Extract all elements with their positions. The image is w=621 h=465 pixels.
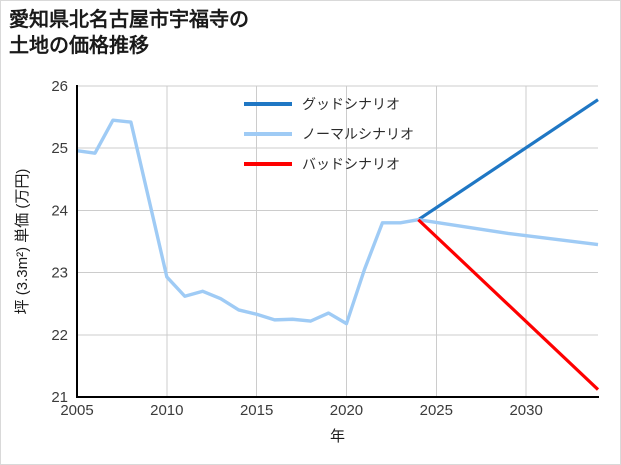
x-axis-tick-labels: 2005 2010 2015 2020 2025 2030 — [60, 402, 543, 419]
y-tick-label: 24 — [51, 202, 68, 219]
x-tick-label: 2015 — [240, 402, 273, 419]
y-axis-tick-labels: 21 22 23 24 25 26 — [51, 78, 68, 406]
x-tick-label: 2025 — [420, 402, 453, 419]
legend-label-2: バッドシナリオ — [302, 156, 400, 172]
x-tick-label: 2020 — [330, 402, 363, 419]
y-tick-label: 23 — [51, 265, 68, 282]
x-tick-label: 2010 — [150, 402, 183, 419]
series-line-bad — [417, 218, 600, 391]
y-tick-label: 21 — [51, 389, 68, 406]
axis-spines — [75, 85, 599, 399]
y-tick-label: 25 — [51, 140, 68, 157]
legend-label-1: ノーマルシナリオ — [302, 126, 414, 142]
series-line-normal — [76, 118, 599, 326]
y-tick-label: 26 — [51, 78, 68, 95]
legend-label-0: グッドシナリオ — [302, 96, 400, 112]
x-axis-title: 年 — [330, 428, 345, 445]
series-line-good — [417, 98, 599, 222]
series-lines — [76, 98, 600, 391]
x-tick-label: 2005 — [60, 402, 93, 419]
x-tick-label: 2030 — [509, 402, 542, 419]
y-tick-label: 22 — [51, 327, 68, 344]
y-axis-title: 坪 (3.3m²) 単価 (万円) — [14, 169, 31, 315]
page-title: 愛知県北名古屋市宇福寺の 土地の価格推移 — [9, 9, 249, 58]
y-axis-title-text: 坪 (3.3m²) 単価 (万円) — [14, 169, 31, 315]
